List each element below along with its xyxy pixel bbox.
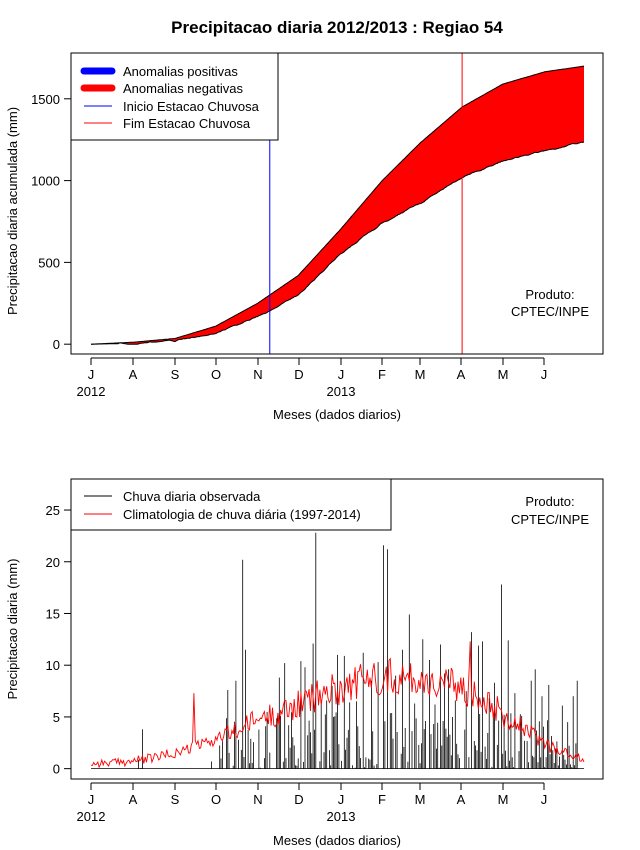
x-tick-label-top: N	[253, 367, 262, 382]
x-tick-label-bottom: N	[253, 792, 262, 807]
y-axis-label-bottom: Precipitacao diaria (mm)	[5, 559, 20, 700]
x-tick-label-top: S	[171, 367, 180, 382]
x-year-label-bottom: 2013	[327, 809, 356, 824]
x-tick-label-top: A	[129, 367, 138, 382]
legend-inicio-estacao: Inicio Estacao Chuvosa	[123, 99, 260, 114]
x-tick-label-bottom: O	[211, 792, 221, 807]
observed-spikes-group	[91, 532, 584, 770]
legend-fim-estacao: Fim Estacao Chuvosa	[123, 116, 251, 131]
credit-bottom-line1: Produto:	[525, 494, 574, 509]
legend-top-keys	[80, 67, 116, 124]
x-tick-label-top: O	[211, 367, 221, 382]
daily-axes: 0 5 10 15 20 25 J A S O N D J F M A M J 2012 2013	[46, 503, 548, 824]
x-tick-label-bottom: J	[541, 792, 548, 807]
x-tick-label-bottom: S	[171, 792, 180, 807]
x-tick-label-top: M	[415, 367, 426, 382]
y-tick-label-bottom: 20	[46, 555, 60, 570]
x-tick-label-bottom: J	[88, 792, 95, 807]
legend-chuva-observada: Chuva diaria observada	[123, 489, 261, 504]
y-tick-label-bottom: 0	[53, 762, 60, 777]
y-tick-label-top: 500	[38, 255, 60, 270]
accumulated-chart: 0 500 1000 1500 J A S O N D J F M A M J 2012 2013 Anomali…	[5, 52, 604, 422]
x-tick-label-top: D	[294, 367, 303, 382]
legend-anomalias-negativas: Anomalias negativas	[123, 81, 243, 96]
y-tick-label-bottom: 25	[46, 503, 60, 518]
main-title: Precipitacao diaria 2012/2013 : Regiao 5…	[171, 18, 503, 37]
x-tick-label-top: F	[378, 367, 386, 382]
y-tick-label-top: 1500	[31, 92, 60, 107]
x-tick-label-top: J	[338, 367, 345, 382]
legend-anomalias-positivas: Anomalias positivas	[123, 64, 238, 79]
x-axis-label-top: Meses (dados diarios)	[273, 407, 401, 422]
y-tick-label-bottom: 10	[46, 658, 60, 673]
observed-accumulated-line	[91, 141, 585, 345]
x-tick-label-bottom: F	[378, 792, 386, 807]
x-year-label-top: 2013	[327, 384, 356, 399]
x-tick-label-bottom: A	[129, 792, 138, 807]
x-axis-label-bottom: Meses (dados diarios)	[273, 833, 401, 848]
x-tick-label-top: M	[498, 367, 509, 382]
y-tick-label-bottom: 5	[53, 710, 60, 725]
x-tick-label-top: J	[88, 367, 95, 382]
accumulated-axes: 0 500 1000 1500 J A S O N D J F M A M J 2012 2013	[31, 92, 547, 399]
y-tick-label-top: 1000	[31, 174, 60, 189]
x-tick-label-bottom: J	[338, 792, 345, 807]
daily-chart: 0 5 10 15 20 25 J A S O N D J F M A M J 2012 2013 Chuva dia…	[5, 478, 604, 848]
credit-top-line1: Produto:	[525, 287, 574, 302]
x-year-label-top: 2012	[77, 384, 106, 399]
x-tick-label-bottom: D	[294, 792, 303, 807]
x-year-label-bottom: 2012	[77, 809, 106, 824]
credit-top-line2: CPTEC/INPE	[511, 304, 589, 319]
y-axis-label-top: Precipitacao diaria acumulada (mm)	[5, 107, 20, 315]
legend-top: Anomalias positivas Anomalias negativas …	[70, 52, 279, 141]
legend-bottom: Chuva diaria observada Climatologia de c…	[70, 478, 392, 531]
x-tick-label-top: J	[541, 367, 548, 382]
legend-climatologia: Climatologia de chuva diária (1997-2014)	[123, 507, 361, 522]
climatology-accumulated-line	[90, 65, 585, 345]
y-tick-label-bottom: 15	[46, 606, 60, 621]
x-tick-label-top: A	[457, 367, 466, 382]
accumulated-lines-group	[90, 65, 585, 345]
climatology-daily-line	[90, 641, 585, 769]
anomaly-negative-area	[91, 66, 584, 345]
x-tick-label-bottom: A	[457, 792, 466, 807]
x-tick-label-bottom: M	[498, 792, 509, 807]
climatology-line-group	[90, 641, 585, 769]
x-tick-label-bottom: M	[415, 792, 426, 807]
y-tick-label-top: 0	[53, 337, 60, 352]
anomaly-fill-group	[91, 66, 584, 345]
legend-bottom-keys	[84, 495, 112, 515]
legend-bottom-box	[70, 478, 392, 531]
credit-bottom-line2: CPTEC/INPE	[511, 512, 589, 527]
